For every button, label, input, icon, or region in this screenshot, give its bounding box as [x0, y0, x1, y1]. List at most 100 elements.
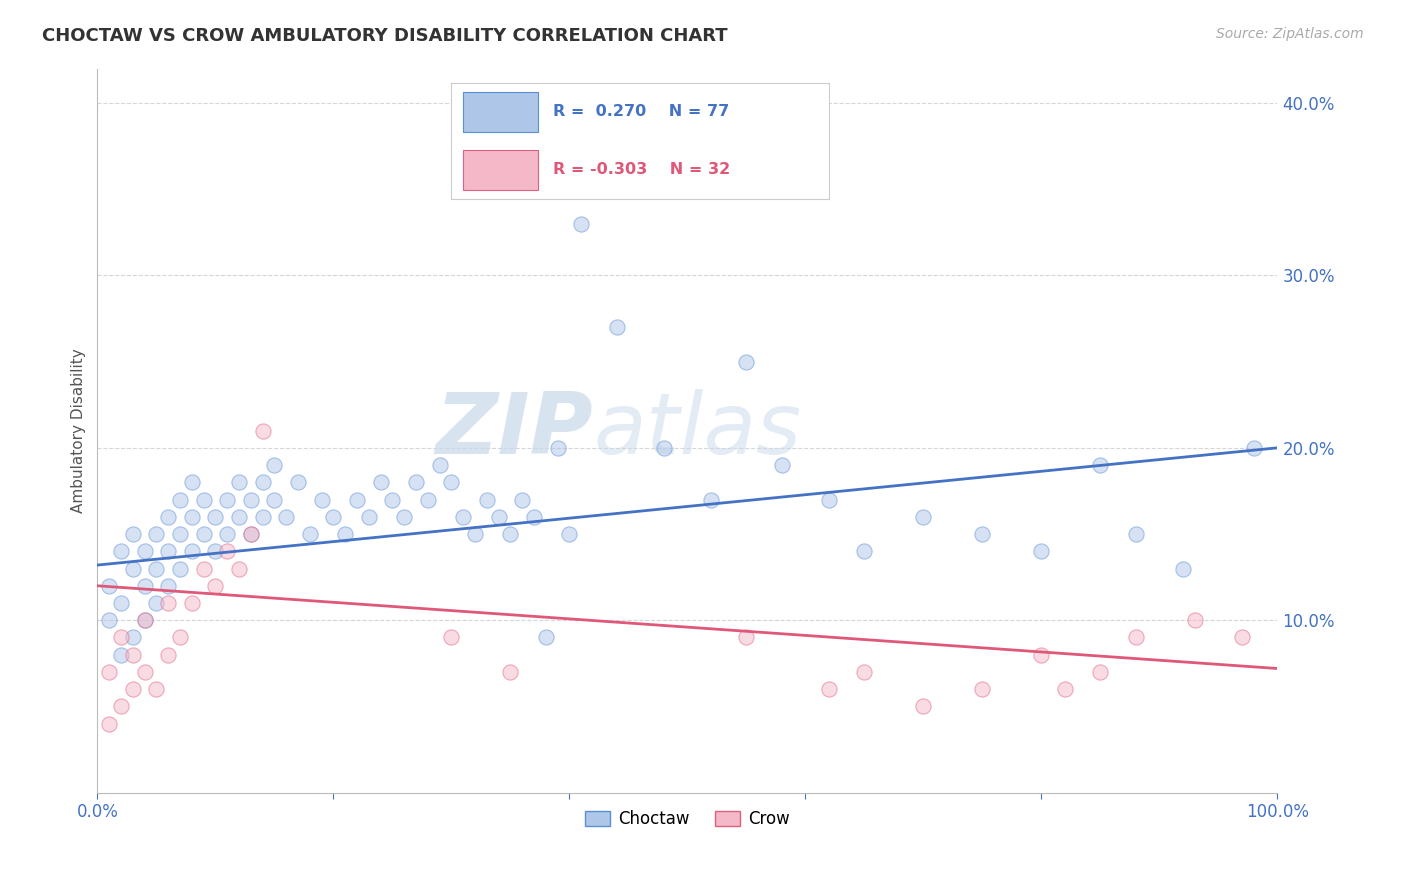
Point — [134, 665, 156, 679]
Point — [440, 475, 463, 490]
Point — [1031, 648, 1053, 662]
Point — [770, 458, 793, 472]
Point — [217, 544, 239, 558]
Point — [912, 509, 935, 524]
Point — [276, 509, 298, 524]
Point — [263, 492, 285, 507]
Point — [145, 682, 167, 697]
Point — [193, 561, 215, 575]
Point — [263, 458, 285, 472]
Point — [252, 475, 274, 490]
Point — [652, 441, 675, 455]
Point — [121, 561, 143, 575]
Point — [1230, 631, 1253, 645]
Point — [287, 475, 309, 490]
Point — [1031, 544, 1053, 558]
Point — [1053, 682, 1076, 697]
Point — [145, 561, 167, 575]
Point — [180, 544, 202, 558]
Point — [121, 648, 143, 662]
Point — [1090, 458, 1112, 472]
Point — [700, 492, 723, 507]
Point — [333, 527, 356, 541]
Point — [98, 665, 121, 679]
Point — [1171, 561, 1194, 575]
Point — [1090, 665, 1112, 679]
Point — [429, 458, 451, 472]
Point — [228, 509, 250, 524]
Point — [440, 631, 463, 645]
Point — [451, 509, 474, 524]
Point — [110, 699, 132, 714]
Point — [735, 631, 758, 645]
Point — [405, 475, 427, 490]
Point — [239, 527, 262, 541]
Point — [157, 596, 180, 610]
Point — [252, 424, 274, 438]
Point — [912, 699, 935, 714]
Point — [204, 579, 226, 593]
Text: ZIP: ZIP — [436, 389, 593, 472]
Point — [98, 716, 121, 731]
Point — [110, 596, 132, 610]
Text: atlas: atlas — [593, 389, 801, 472]
Point — [145, 596, 167, 610]
Point — [204, 509, 226, 524]
Point — [134, 613, 156, 627]
Point — [392, 509, 415, 524]
Point — [239, 492, 262, 507]
Point — [972, 527, 994, 541]
Point — [370, 475, 392, 490]
Point — [1125, 527, 1147, 541]
Point — [510, 492, 533, 507]
Point — [547, 441, 569, 455]
Point — [110, 631, 132, 645]
Point — [853, 665, 876, 679]
Point — [98, 579, 121, 593]
Point — [193, 492, 215, 507]
Point — [169, 631, 191, 645]
Point — [1184, 613, 1206, 627]
Point — [121, 631, 143, 645]
Point — [169, 492, 191, 507]
Point — [121, 682, 143, 697]
Point — [475, 492, 498, 507]
Point — [110, 544, 132, 558]
Point — [534, 631, 557, 645]
Point — [499, 665, 522, 679]
Point — [558, 527, 581, 541]
Point — [193, 527, 215, 541]
Point — [298, 527, 321, 541]
Point — [157, 648, 180, 662]
Point — [735, 354, 758, 368]
Point — [98, 613, 121, 627]
Point — [134, 544, 156, 558]
Point — [606, 320, 628, 334]
Point — [180, 596, 202, 610]
Point — [252, 509, 274, 524]
Point — [134, 613, 156, 627]
Point — [121, 527, 143, 541]
Point — [311, 492, 333, 507]
Point — [1125, 631, 1147, 645]
Point — [523, 509, 546, 524]
Point — [145, 527, 167, 541]
Point — [157, 579, 180, 593]
Point — [169, 561, 191, 575]
Point — [110, 648, 132, 662]
Point — [416, 492, 439, 507]
Text: CHOCTAW VS CROW AMBULATORY DISABILITY CORRELATION CHART: CHOCTAW VS CROW AMBULATORY DISABILITY CO… — [42, 27, 728, 45]
Point — [488, 509, 510, 524]
Point — [499, 527, 522, 541]
Point — [134, 579, 156, 593]
Point — [1243, 441, 1265, 455]
Point — [972, 682, 994, 697]
Point — [569, 217, 592, 231]
Point — [239, 527, 262, 541]
Point — [217, 492, 239, 507]
Legend: Choctaw, Crow: Choctaw, Crow — [578, 804, 797, 835]
Point — [357, 509, 380, 524]
Point — [853, 544, 876, 558]
Text: Source: ZipAtlas.com: Source: ZipAtlas.com — [1216, 27, 1364, 41]
Point — [217, 527, 239, 541]
